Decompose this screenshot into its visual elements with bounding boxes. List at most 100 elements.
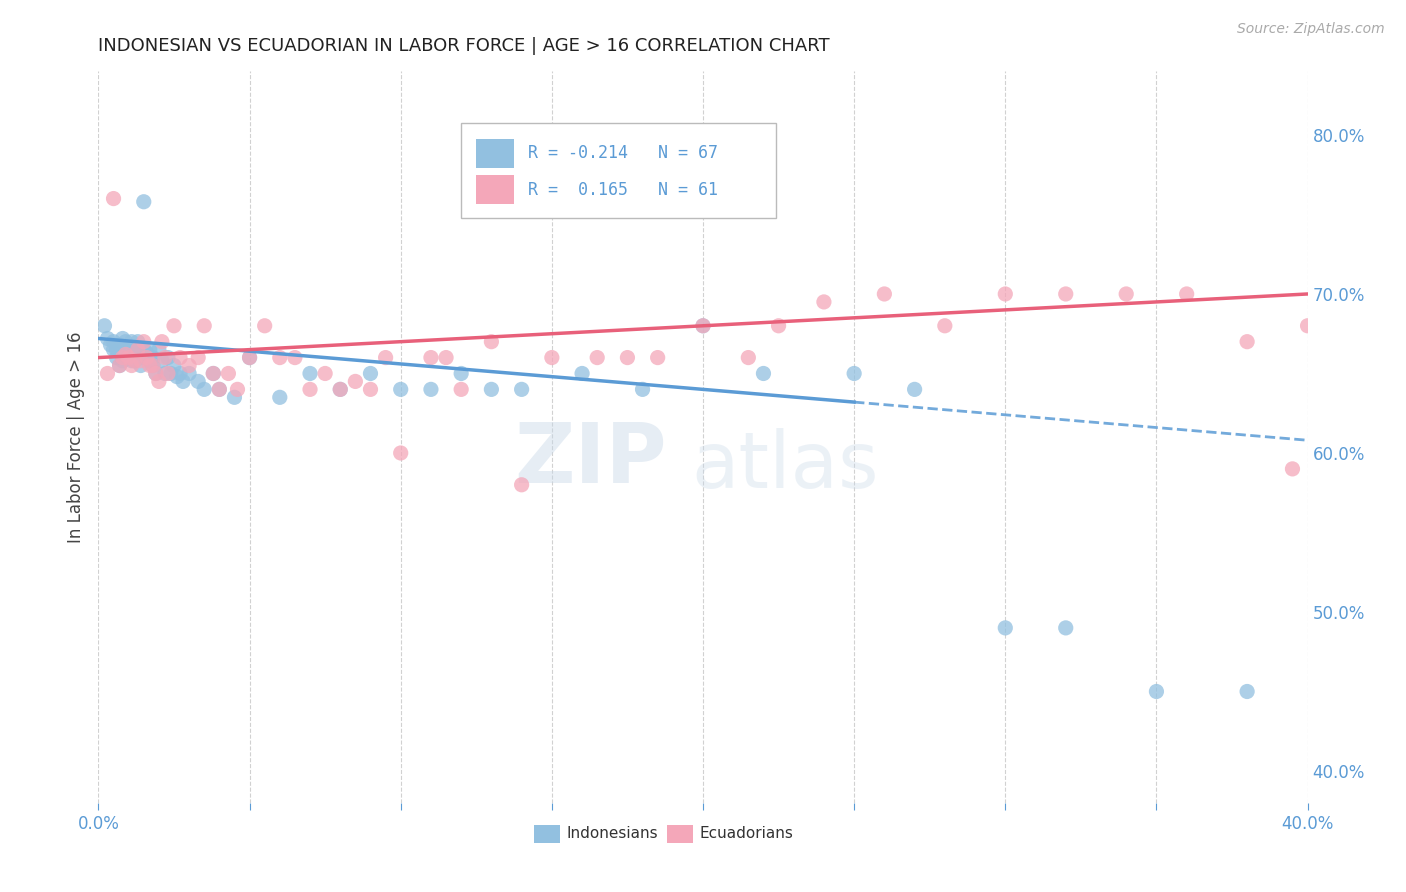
Point [139, 353, 162, 368]
Point [135, 346, 157, 360]
Point [114, 339, 136, 353]
Point [420, 383, 443, 397]
Point [217, 367, 239, 381]
Point [150, 353, 173, 368]
Point [114, 347, 136, 361]
Point [145, 367, 167, 381]
Point [299, 383, 322, 397]
Point [1281, 462, 1303, 476]
Point [105, 351, 128, 365]
Point [510, 383, 533, 397]
Point [121, 334, 143, 349]
Point [329, 383, 352, 397]
Text: atlas: atlas [690, 428, 879, 504]
Point [124, 343, 146, 357]
Point [118, 343, 141, 357]
Point [156, 367, 179, 381]
Point [269, 390, 291, 404]
Point [202, 367, 225, 381]
Text: ZIP: ZIP [515, 418, 666, 500]
Point [169, 351, 191, 365]
Point [142, 359, 165, 373]
Point [187, 351, 209, 365]
Point [934, 318, 956, 333]
Point [299, 367, 322, 381]
Point [114, 334, 136, 349]
Point [752, 367, 775, 381]
Text: Source: ZipAtlas.com: Source: ZipAtlas.com [1237, 22, 1385, 37]
Point [124, 353, 146, 368]
Point [450, 383, 472, 397]
Point [994, 287, 1017, 301]
Point [314, 367, 336, 381]
Point [187, 375, 209, 389]
Point [148, 375, 170, 389]
Point [481, 383, 503, 397]
Point [127, 343, 149, 357]
Point [108, 359, 131, 373]
Point [132, 343, 155, 357]
Point [571, 367, 593, 381]
Point [111, 351, 134, 365]
Point [208, 383, 231, 397]
Point [179, 367, 201, 381]
Point [344, 375, 367, 389]
Point [374, 351, 396, 365]
Text: R =  0.165   N = 61: R = 0.165 N = 61 [527, 181, 717, 199]
Point [1296, 318, 1319, 333]
Point [108, 338, 131, 352]
Point [1175, 287, 1198, 301]
Point [160, 367, 183, 381]
Point [179, 359, 201, 373]
Point [873, 287, 896, 301]
Point [360, 383, 382, 397]
Point [1236, 334, 1258, 349]
Point [844, 367, 866, 381]
Point [153, 351, 176, 365]
Point [153, 367, 176, 381]
Point [994, 621, 1017, 635]
Point [108, 359, 131, 373]
Point [631, 383, 654, 397]
Point [127, 334, 149, 349]
Point [647, 351, 669, 365]
Point [163, 318, 186, 333]
Bar [475, 138, 515, 168]
Point [239, 351, 262, 365]
Point [193, 318, 215, 333]
Point [420, 351, 443, 365]
Point [103, 334, 125, 349]
Point [124, 353, 146, 368]
Point [616, 351, 638, 365]
Point [389, 446, 412, 460]
Point [121, 359, 143, 373]
Point [1144, 684, 1167, 698]
Point [1115, 287, 1137, 301]
Point [208, 383, 231, 397]
Point [481, 334, 503, 349]
Point [172, 375, 194, 389]
Bar [534, 825, 561, 843]
Point [121, 353, 143, 368]
Text: Indonesians: Indonesians [567, 826, 658, 841]
Point [105, 343, 128, 357]
Point [111, 331, 134, 345]
Point [692, 318, 714, 333]
Point [156, 351, 179, 365]
Point [139, 359, 162, 373]
Point [129, 351, 152, 365]
Point [202, 367, 225, 381]
Point [96, 331, 118, 345]
Point [129, 353, 152, 368]
Point [1236, 684, 1258, 698]
Text: Ecuadorians: Ecuadorians [699, 826, 793, 841]
Point [132, 334, 155, 349]
Point [103, 343, 125, 357]
Point [1054, 621, 1077, 635]
Point [127, 347, 149, 361]
Point [586, 351, 609, 365]
Point [768, 318, 790, 333]
Point [135, 351, 157, 365]
Point [540, 351, 562, 365]
Point [148, 343, 170, 357]
